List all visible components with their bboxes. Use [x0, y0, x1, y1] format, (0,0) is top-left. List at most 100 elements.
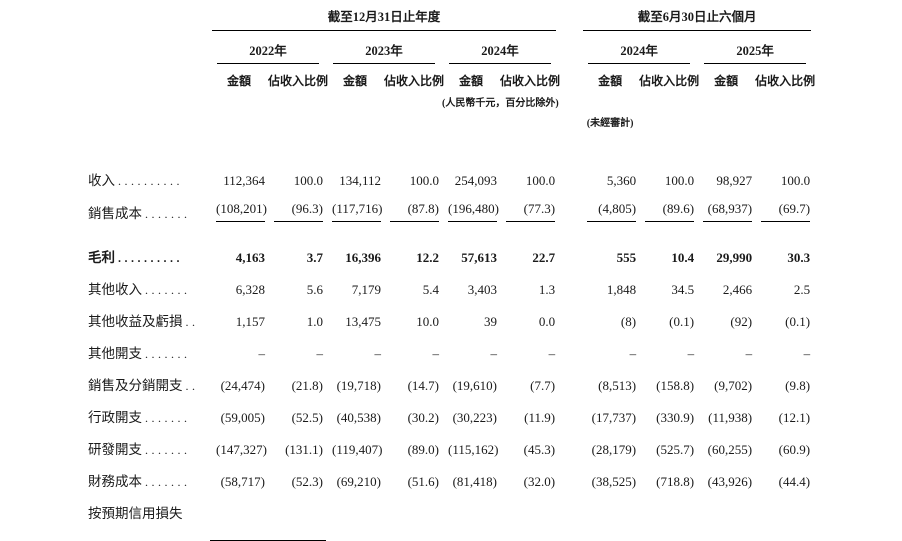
value-cell: (44.4) — [755, 464, 813, 496]
cell-value: (89.6) — [645, 201, 695, 222]
value-cell: – — [326, 336, 384, 368]
cell-value: 13,475 — [345, 314, 381, 329]
value-cell: 30.3 — [755, 228, 813, 272]
cell-value: 2,466 — [722, 282, 753, 297]
value-cell: (9,702) — [697, 368, 755, 400]
value-cell: 100.0 — [639, 163, 697, 195]
value-cell: 1,848 — [581, 272, 639, 304]
table-row: 其他收入....... 6,328 5.6 7,179 5.4 3,403 1.3 1,848… — [88, 272, 813, 304]
value-cell: (77.3) — [500, 195, 558, 228]
cell-value: 22.7 — [532, 250, 556, 265]
cell-value: – — [629, 346, 637, 361]
table-row: 其他收益及虧損.. 1,157 1.0 13,475 10.0 39 0.0 (8) (0.1)… — [88, 304, 813, 336]
value-cell: (131.1) — [268, 432, 326, 464]
period-group-annual-label: 截至12月31日止年度 — [212, 6, 557, 31]
period-group-annual: 截至12月31日止年度 — [210, 6, 558, 31]
cell-value: 1,157 — [235, 314, 265, 329]
dot-leader: .......... — [118, 251, 183, 265]
row-label: 財務成本....... — [88, 464, 210, 496]
value-cell: (718.8) — [639, 464, 697, 496]
cell-value: (9.8) — [785, 378, 811, 393]
value-cell: (89.0) — [384, 432, 442, 464]
row-label-text: 研發開支 — [88, 442, 142, 457]
cell-value: 7,179 — [351, 282, 381, 297]
value-cell — [384, 496, 442, 528]
cell-value: – — [803, 346, 811, 361]
value-cell: – — [210, 336, 268, 368]
value-cell: (19,718) — [326, 368, 384, 400]
value-cell: (8) — [581, 304, 639, 336]
value-cell: (117,716) — [326, 195, 384, 228]
cell-value: (44.4) — [778, 474, 811, 489]
cell-value: – — [258, 346, 266, 361]
cell-value: (17,737) — [591, 410, 637, 425]
cell-value: 134,112 — [339, 173, 381, 188]
dot-leader: ....... — [145, 347, 191, 361]
value-cell: (60,255) — [697, 432, 755, 464]
cell-value: (11.9) — [524, 410, 556, 425]
value-cell: (4,805) — [581, 195, 639, 228]
value-cell: 3.7 — [268, 228, 326, 272]
value-cell: – — [755, 336, 813, 368]
cell-value: (32.0) — [523, 474, 556, 489]
year-header-2022: 2022年 — [210, 31, 326, 64]
cell-value: 5.6 — [306, 282, 323, 297]
value-cell: (52.5) — [268, 400, 326, 432]
col-header-ratio: 佔收入比例 — [268, 74, 329, 88]
value-cell: – — [384, 336, 442, 368]
row-label-text: 毛利 — [88, 250, 115, 265]
cell-value: – — [745, 346, 753, 361]
value-cell: (11,938) — [697, 400, 755, 432]
cell-value: (12.1) — [778, 410, 811, 425]
table-row: 銷售成本....... (108,201) (96.3) (117,716) (87.8… — [88, 195, 813, 228]
column-subheader-row: 金額 佔收入比例 金額 佔收入比例 金額 佔收入比例 金額 佔收入比例 金額 佔… — [88, 64, 816, 89]
table-row: 毛利.......... 4,163 3.7 16,396 12.2 57,613 22.7… — [88, 228, 813, 272]
col-header-amount: 金額 — [342, 74, 367, 88]
row-label: 行政開支....... — [88, 400, 210, 432]
cell-value: 100.0 — [293, 173, 323, 188]
cell-value: (147,327) — [216, 442, 267, 457]
value-cell: (45.3) — [500, 432, 558, 464]
value-cell: 5.6 — [268, 272, 326, 304]
col-header-ratio: 佔收入比例 — [755, 74, 816, 88]
value-cell: (330.9) — [639, 400, 697, 432]
dot-leader: .......... — [118, 174, 183, 188]
cell-value: 254,093 — [454, 173, 497, 188]
column-gap — [558, 109, 581, 129]
value-cell — [500, 496, 558, 528]
cell-value: (60.9) — [778, 442, 811, 457]
partial-rule-row — [88, 528, 813, 541]
year-header-2025-interim: 2025年 — [697, 31, 813, 64]
value-cell: (11.9) — [500, 400, 558, 432]
column-gap — [558, 31, 581, 64]
unaudited-note-row: (未經審計) — [88, 109, 813, 129]
dot-leader: ....... — [145, 443, 191, 457]
dot-leader: .. — [185, 315, 199, 329]
value-cell: (68,937) — [697, 195, 755, 228]
value-cell: 7,179 — [326, 272, 384, 304]
value-cell: (30,223) — [442, 400, 500, 432]
value-cell: 100.0 — [384, 163, 442, 195]
cell-value: (77.3) — [506, 201, 556, 222]
dot-leader: ....... — [145, 475, 191, 489]
column-gap — [558, 272, 581, 304]
cell-value: 1.0 — [306, 314, 323, 329]
value-cell: 10.0 — [384, 304, 442, 336]
value-cell: (69,210) — [326, 464, 384, 496]
table-row: 收入.......... 112,364 100.0 134,112 100.0 254,… — [88, 163, 813, 195]
cell-value: 34.5 — [671, 282, 695, 297]
value-cell: (0.1) — [755, 304, 813, 336]
cell-value: (158.8) — [656, 378, 695, 393]
cell-value: (14.7) — [407, 378, 439, 393]
column-gap — [558, 528, 581, 541]
value-cell: 98,927 — [697, 163, 755, 195]
column-gap — [558, 432, 581, 464]
value-cell: (19,610) — [442, 368, 500, 400]
value-cell: 34.5 — [639, 272, 697, 304]
value-cell: 57,613 — [442, 228, 500, 272]
cell-value: (8) — [620, 314, 637, 329]
value-cell: (12.1) — [755, 400, 813, 432]
value-cell: 0.0 — [500, 304, 558, 336]
table-row: 研發開支....... (147,327) (131.1) (119,407) (89.… — [88, 432, 813, 464]
row-label-text: 其他收入 — [88, 282, 142, 297]
